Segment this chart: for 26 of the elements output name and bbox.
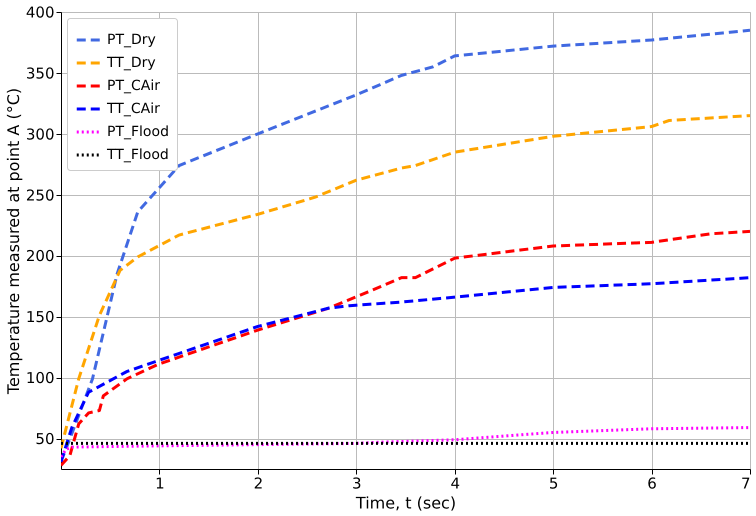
line-series [61,276,750,464]
y-tick-label: 350 [26,64,54,82]
y-tick-label: 50 [35,430,54,448]
x-tick-label: 3 [352,474,362,492]
x-tick-label: 4 [450,474,460,492]
x-tick-label: 6 [647,474,657,492]
y-tick-label: 150 [26,308,54,326]
y-tick-label: 200 [26,247,54,266]
legend-label: TT_Flood [106,147,169,163]
x-tick-label: 1 [155,474,165,492]
line-series [61,230,750,467]
y-tick-label: 100 [26,369,54,388]
x-tick-label: 7 [740,474,750,492]
y-axis-title: Temperature measured at point A (°C) [4,88,23,396]
line-series [61,426,750,458]
x-axis-title: Time, t (sec) [354,494,456,512]
legend-label: PT_Flood [107,124,169,140]
y-tick-label: 250 [26,186,54,204]
x-tick-label: 5 [548,474,558,492]
x-tick-label: 2 [254,474,264,492]
y-tick-label: 300 [26,125,54,144]
legend-label: TT_Dry [106,55,156,71]
legend-label: PT_Dry [107,32,156,48]
legend-label: TT_CAir [106,101,160,117]
y-tick-label: 400 [26,4,54,22]
legend-label: PT_CAir [107,78,160,94]
